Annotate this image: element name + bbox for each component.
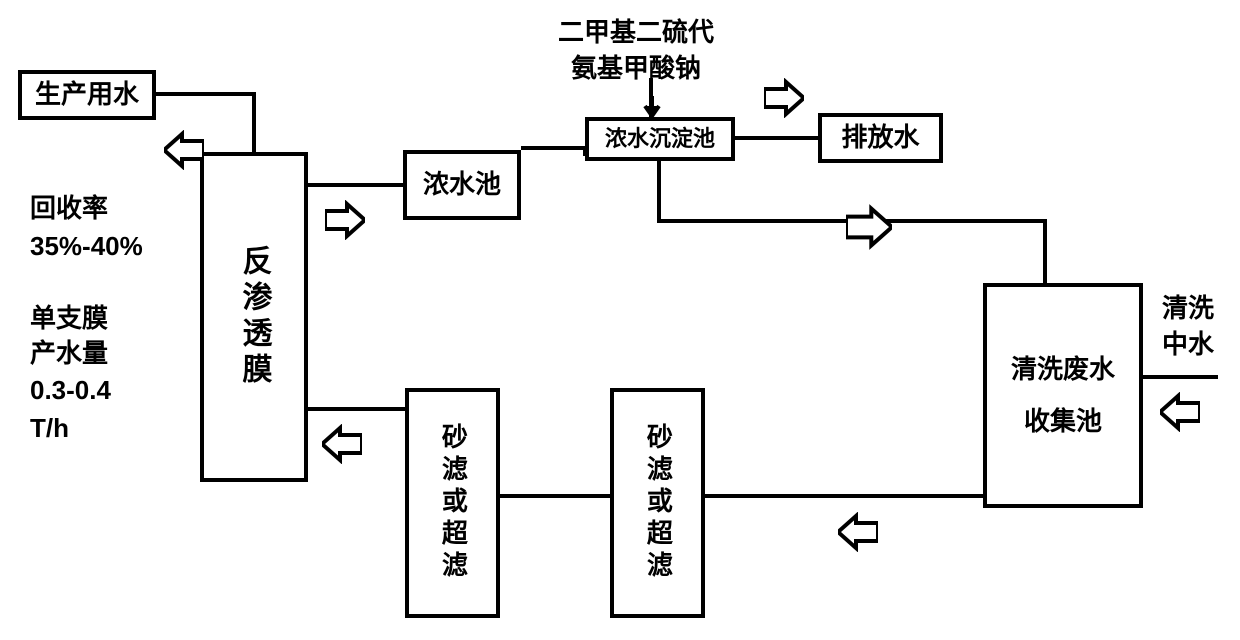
connector-line <box>156 92 256 96</box>
connector-line <box>500 494 612 498</box>
ro-membrane-label: 反渗透膜 <box>235 245 274 389</box>
discharge-water-label: 排放水 <box>841 121 919 155</box>
chemical-label: 二甲基二硫代 氨基甲酸钠 <box>558 14 714 87</box>
flow-arrow-icon <box>846 204 892 255</box>
connector-line <box>308 407 406 411</box>
flow-arrow-icon <box>164 130 204 175</box>
recovery-val-label: 35%-40% <box>30 228 143 264</box>
sand-filter-2-label: 砂滤或超滤 <box>641 423 675 583</box>
sand-filter-1-label: 砂滤或超滤 <box>436 423 470 583</box>
flow-arrow-icon <box>764 78 804 123</box>
discharge-water-box: 排放水 <box>818 113 943 163</box>
connector-line <box>1043 219 1047 285</box>
connector-line <box>705 494 985 498</box>
production-water-box: 生产用水 <box>18 70 156 120</box>
connector-line <box>308 183 404 187</box>
flow-arrow-icon <box>325 200 365 245</box>
connector-line <box>657 161 661 223</box>
flow-arrow-icon <box>1160 392 1200 437</box>
sedimentation-label: 浓水沉淀池 <box>605 125 715 154</box>
chemical-down-arrow-icon <box>641 94 663 123</box>
connector-line <box>1143 375 1218 379</box>
water-yield-label: 产水量 <box>30 335 108 371</box>
cleaning-water-label: 清洗 中水 <box>1162 290 1214 363</box>
waste-collection-box: 清洗废水 收集池 <box>983 283 1143 508</box>
concentrate-pool-box: 浓水池 <box>403 150 521 220</box>
sedimentation-box: 浓水沉淀池 <box>585 117 735 161</box>
ro-membrane-box: 反渗透膜 <box>200 152 308 482</box>
production-water-label: 生产用水 <box>35 78 139 112</box>
flow-arrow-icon <box>322 424 362 469</box>
connector-line <box>521 146 587 150</box>
yield-val-label: 0.3-0.4 <box>30 372 111 408</box>
connector-line <box>735 136 819 140</box>
concentrate-pool-label: 浓水池 <box>423 168 501 202</box>
waste-collection-label-2: 收集池 <box>1024 405 1102 439</box>
single-membrane-label: 单支膜 <box>30 300 108 336</box>
sand-filter-1-box: 砂滤或超滤 <box>405 388 500 618</box>
connector-line <box>583 146 587 156</box>
connector-line <box>252 92 256 156</box>
sand-filter-2-box: 砂滤或超滤 <box>610 388 705 618</box>
yield-unit-label: T/h <box>30 410 69 446</box>
flow-arrow-icon <box>838 512 878 557</box>
recovery-title-label: 回收率 <box>30 190 108 226</box>
waste-collection-label-1: 清洗废水 <box>1011 353 1115 387</box>
